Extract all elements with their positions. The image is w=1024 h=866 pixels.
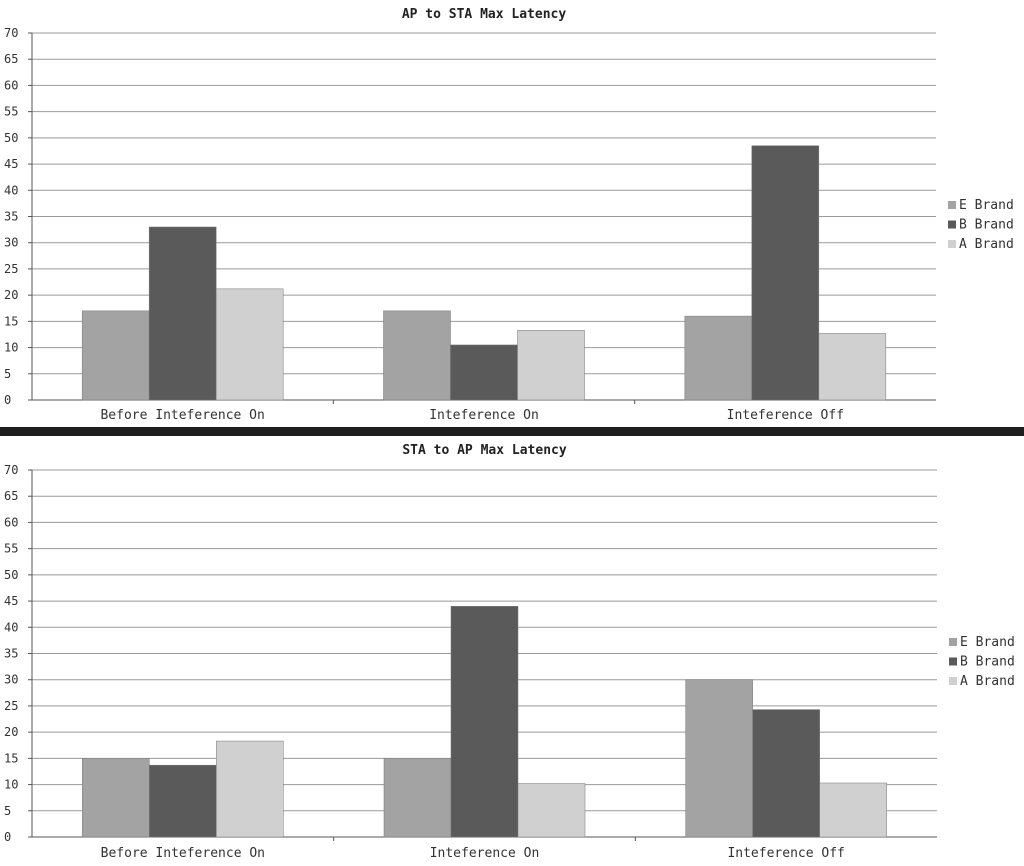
legend-label: E Brand xyxy=(959,198,1014,213)
bar-e-brand-before-inteference-on xyxy=(82,758,150,838)
y-tick-label: 0 xyxy=(4,830,11,844)
y-tick-label: 55 xyxy=(4,542,18,556)
y-tick-label: 15 xyxy=(4,314,18,328)
category-label: Inteference On xyxy=(429,408,539,423)
chart-sta-to-ap-max-latency: STA to AP Max Latency 0 5 10 15 20 25 30 35 40 45 5… xyxy=(4,443,1015,861)
y-tick-label: 70 xyxy=(4,463,18,477)
chart-panel-sta-to-ap: STA to AP Max Latency 0 5 10 15 20 25 30 35 40 45 5… xyxy=(0,436,1024,866)
chart-panel-ap-to-sta: AP to STA Max Latency 0 5 10 15 20 25 30 35 40 45 5… xyxy=(0,0,1024,427)
chart-title: AP to STA Max Latency xyxy=(402,7,567,22)
bar-e-brand-before-inteference-on xyxy=(81,310,150,401)
y-tick-label: 0 xyxy=(4,393,11,407)
y-tick-label: 50 xyxy=(4,131,18,145)
y-tick-label: 40 xyxy=(4,620,18,634)
bar-a-brand-inteference-off xyxy=(818,333,887,401)
y-tick-label: 5 xyxy=(4,804,11,818)
legend-label: B Brand xyxy=(959,218,1014,233)
y-tick-label: 35 xyxy=(4,647,18,661)
legend-swatch-a-brand xyxy=(949,677,957,685)
y-tick-label: 15 xyxy=(4,751,18,765)
bar-b-brand-inteference-off xyxy=(751,145,820,401)
y-tick-label: 25 xyxy=(4,262,18,276)
legend-label: B Brand xyxy=(960,655,1015,670)
y-tick-label: 55 xyxy=(4,105,18,119)
y-tick-label: 60 xyxy=(4,515,18,529)
legend-label: A Brand xyxy=(959,237,1014,252)
bar-b-brand-inteference-on xyxy=(450,606,519,838)
panel-divider xyxy=(0,427,1024,436)
legend-swatch-b-brand xyxy=(948,220,956,229)
y-tick-label: 60 xyxy=(4,78,18,92)
bar-a-brand-inteference-on xyxy=(517,330,585,401)
y-tick-label: 45 xyxy=(4,594,18,608)
y-tick-label: 20 xyxy=(4,725,18,739)
bar-b-brand-inteference-off xyxy=(752,709,820,838)
y-tick-label: 25 xyxy=(4,699,18,713)
y-tick-label: 45 xyxy=(4,157,18,171)
bar-a-brand-before-inteference-on xyxy=(216,740,284,838)
legend-swatch-b-brand xyxy=(949,657,957,666)
y-tick-label: 30 xyxy=(4,236,18,250)
bar-e-brand-inteference-on xyxy=(383,310,451,401)
category-label: Before Inteference On xyxy=(100,408,264,423)
category-label: Inteference Off xyxy=(727,408,844,423)
legend-swatch-e-brand xyxy=(949,638,957,646)
bar-a-brand-before-inteference-on xyxy=(215,288,284,401)
y-tick-label: 20 xyxy=(4,288,18,302)
category-label: Inteference Off xyxy=(727,846,844,861)
y-tick-label: 50 xyxy=(4,568,18,582)
y-tick-label: 65 xyxy=(4,489,18,503)
y-tick-label: 5 xyxy=(4,367,11,381)
y-tick-label: 35 xyxy=(4,210,18,224)
bar-b-brand-inteference-on xyxy=(450,344,518,401)
chart-title: STA to AP Max Latency xyxy=(402,443,567,458)
category-label: Inteference On xyxy=(430,846,540,861)
legend-swatch-a-brand xyxy=(948,240,956,248)
bar-b-brand-before-inteference-on xyxy=(149,764,217,838)
y-tick-label: 40 xyxy=(4,183,18,197)
y-tick-label: 70 xyxy=(4,26,18,40)
y-tick-label: 65 xyxy=(4,52,18,66)
y-tick-label: 10 xyxy=(4,341,18,355)
bar-e-brand-inteference-off xyxy=(685,679,753,838)
bar-b-brand-before-inteference-on xyxy=(148,226,217,401)
category-label: Before Inteference On xyxy=(101,846,265,861)
bar-a-brand-inteference-on xyxy=(517,783,586,838)
bar-e-brand-inteference-on xyxy=(383,758,452,838)
chart-ap-to-sta-max-latency: AP to STA Max Latency 0 5 10 15 20 25 30 35 40 45 5… xyxy=(4,7,1014,423)
legend-label: E Brand xyxy=(960,635,1015,650)
bar-e-brand-inteference-off xyxy=(684,315,753,401)
bar-a-brand-inteference-off xyxy=(819,782,887,838)
legend-label: A Brand xyxy=(960,674,1015,689)
legend-swatch-e-brand xyxy=(948,201,956,209)
y-tick-label: 10 xyxy=(4,778,18,792)
y-tick-label: 30 xyxy=(4,673,18,687)
